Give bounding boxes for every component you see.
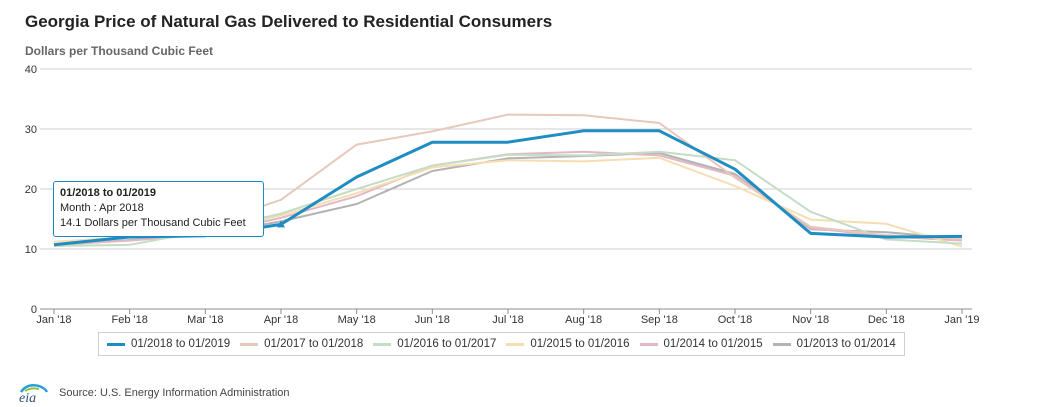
source-text: Source: U.S. Energy Information Administ… [59, 387, 290, 399]
tooltip-value: 14.1 Dollars per Thousand Cubic Feet [60, 217, 246, 229]
y-tick-label: 40 [25, 64, 37, 76]
legend-item[interactable]: 01/2018 to 01/2019 [107, 338, 230, 350]
y-axis-unit-label: Dollars per Thousand Cubic Feet [25, 44, 214, 58]
x-tick-label: Aug '18 [565, 314, 602, 326]
line-chart[interactable]: 0 10 20 30 40 Jan '18 Feb '18 Mar '18 Apr '18 Ma… [0, 0, 1046, 330]
x-axis-ticks: Jan '18 Feb '18 Mar '18 Apr '18 May '18 Jun '… [36, 309, 980, 326]
highlight-point [277, 220, 285, 228]
legend-label: 01/2017 to 01/2018 [264, 338, 364, 350]
x-tick-label: Apr '18 [264, 314, 299, 326]
x-tick-label: Oct '18 [718, 314, 753, 326]
legend-swatch [240, 342, 259, 346]
y-tick-label: 20 [25, 184, 37, 196]
legend-item[interactable]: 01/2014 to 01/2015 [639, 338, 763, 350]
x-tick-label: Sep '18 [641, 314, 678, 326]
x-tick-label: Feb '18 [111, 314, 147, 326]
chart-title: Georgia Price of Natural Gas Delivered t… [25, 12, 553, 31]
legend-swatch [373, 342, 392, 346]
x-tick-label: Jan '19 [944, 314, 979, 326]
legend-swatch [107, 342, 125, 346]
legend-item[interactable]: 01/2017 to 01/2018 [240, 338, 363, 350]
legend-item[interactable]: 01/2015 to 01/2016 [506, 338, 630, 350]
hover-marker [277, 220, 285, 228]
x-tick-label: Mar '18 [187, 314, 223, 326]
legend-label: 01/2018 to 01/2019 [131, 338, 231, 350]
legend-label: 01/2013 to 01/2014 [796, 338, 896, 350]
x-tick-label: Jul '18 [492, 314, 523, 326]
x-tick-label: Jun '18 [415, 314, 450, 326]
x-tick-label: Jan '18 [36, 314, 71, 326]
x-tick-label: May '18 [338, 314, 376, 326]
y-tick-label: 10 [25, 244, 37, 256]
chart-legend: 01/2018 to 01/2019 01/2017 to 01/2018 01/2… [98, 332, 905, 356]
legend-label: 01/2014 to 01/2015 [663, 338, 763, 350]
y-tick-label: 30 [25, 124, 37, 136]
legend-label: 01/2015 to 01/2016 [530, 338, 630, 350]
y-axis-ticks: 0 10 20 30 40 [25, 64, 37, 316]
x-tick-label: Dec '18 [868, 314, 905, 326]
data-tooltip: 01/2018 to 01/2019 Month : Apr 2018 14.1… [53, 181, 264, 237]
x-tick-label: Nov '18 [792, 314, 829, 326]
logo-text: eia [19, 391, 36, 403]
legend-swatch [639, 342, 658, 346]
tooltip-title: 01/2018 to 01/2019 [60, 187, 157, 199]
legend-swatch [772, 342, 791, 346]
legend-item[interactable]: 01/2013 to 01/2014 [772, 338, 896, 350]
legend-label: 01/2016 to 01/2017 [397, 338, 497, 350]
tooltip-month: Month : Apr 2018 [60, 202, 144, 214]
legend-swatch [506, 342, 525, 346]
source-attribution: eia Source: U.S. Energy Information Admi… [17, 383, 290, 403]
eia-logo-icon: eia [19, 384, 49, 403]
y-tick-label: 0 [31, 304, 37, 316]
legend-item[interactable]: 01/2016 to 01/2017 [373, 338, 496, 350]
